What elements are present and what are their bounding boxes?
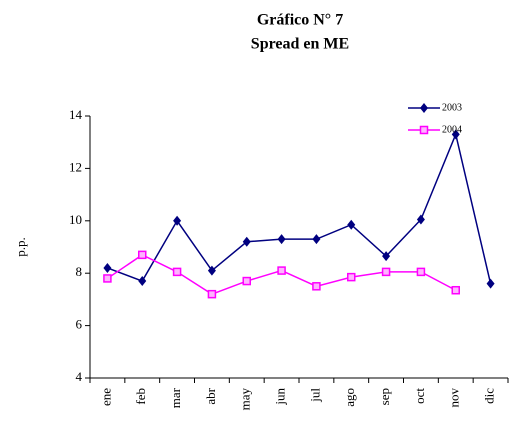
point	[172, 267, 182, 277]
point	[416, 267, 426, 277]
point	[242, 236, 251, 247]
chart-subtitle: Spread en ME	[251, 36, 349, 53]
x-tick-label: nov	[447, 388, 462, 408]
y-tick-label: 8	[76, 264, 83, 279]
point	[347, 219, 356, 230]
point	[420, 103, 428, 113]
point	[382, 251, 391, 262]
point	[381, 267, 391, 277]
x-tick-label: jul	[307, 388, 322, 403]
x-tick-label: ene	[98, 388, 113, 406]
x-tick-label: jun	[273, 388, 288, 406]
y-tick-label: 4	[76, 369, 83, 384]
point	[486, 278, 495, 289]
point	[312, 282, 321, 291]
y-axis-label: p.p.	[13, 237, 28, 257]
point	[419, 125, 429, 135]
x-tick-label: feb	[133, 388, 148, 405]
y-tick-label: 14	[69, 107, 83, 122]
point	[173, 215, 182, 226]
point	[103, 274, 112, 283]
point	[277, 266, 286, 275]
point	[451, 285, 460, 295]
x-tick-label: dic	[482, 388, 497, 404]
point	[207, 289, 217, 299]
point	[138, 276, 147, 287]
x-tick-label: ago	[342, 388, 357, 407]
y-tick-label: 6	[76, 317, 83, 332]
x-tick-label: sep	[377, 388, 392, 405]
point	[451, 129, 460, 140]
point	[103, 262, 112, 273]
chart-title: Gráfico N° 7	[257, 12, 343, 29]
point	[138, 250, 147, 260]
point	[416, 214, 425, 225]
x-tick-label: oct	[412, 388, 427, 404]
x-tick-label: may	[238, 388, 253, 411]
point	[207, 265, 216, 276]
legend-label: 2003	[442, 102, 462, 113]
point	[312, 234, 321, 245]
legend-label: 2004	[442, 124, 462, 135]
point	[277, 234, 286, 245]
x-tick-label: mar	[168, 387, 183, 408]
point	[242, 276, 251, 286]
x-tick-label: abr	[203, 387, 218, 404]
y-tick-label: 12	[69, 159, 82, 174]
point	[347, 272, 356, 282]
y-tick-label: 10	[69, 212, 82, 227]
series-line	[107, 131, 492, 284]
